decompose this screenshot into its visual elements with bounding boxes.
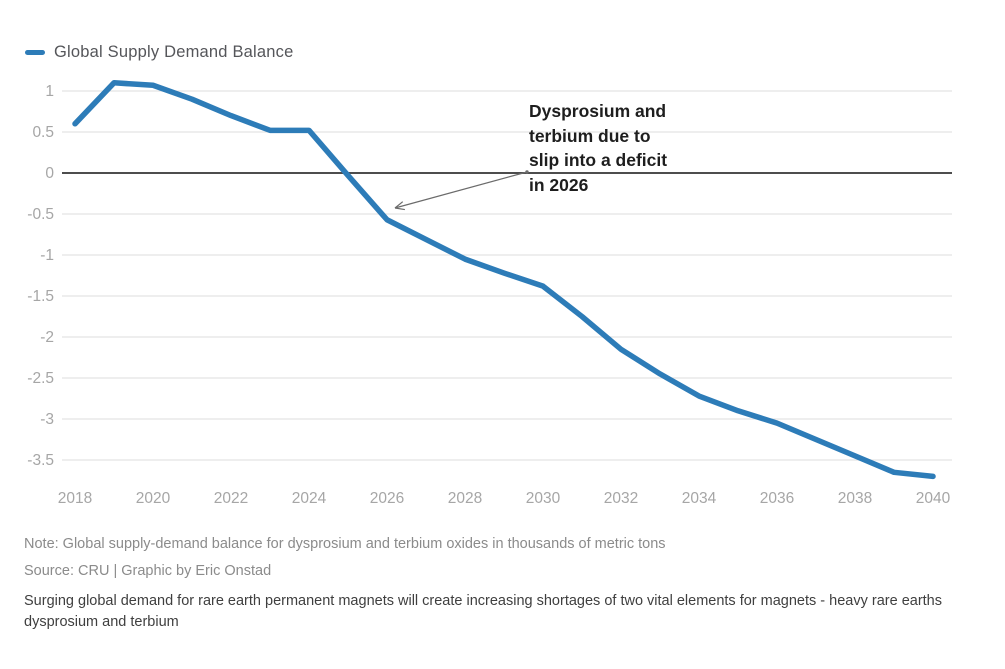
y-tick-label: -2 bbox=[40, 329, 54, 346]
chart-annotation: Dysprosium and terbium due to slip into … bbox=[529, 101, 668, 195]
chart-legend: Global Supply Demand Balance bbox=[25, 43, 294, 62]
x-tick-label: 2036 bbox=[760, 490, 794, 507]
legend-label: Global Supply Demand Balance bbox=[54, 43, 294, 61]
y-tick-label: 0 bbox=[45, 165, 54, 182]
x-tick-label: 2026 bbox=[370, 490, 404, 507]
y-tick-label: -1 bbox=[40, 247, 54, 264]
line-chart: 1 0.5 0 -0.5 -1 -1.5 -2 -2.5 -3 -3.5 2018 2020 2022 2… bbox=[27, 80, 952, 507]
x-tick-label: 2034 bbox=[682, 490, 717, 507]
chart-caption: Surging global demand for rare earth per… bbox=[24, 593, 942, 630]
x-tick-label: 2030 bbox=[526, 490, 561, 507]
x-tick-label: 2032 bbox=[604, 490, 638, 507]
x-tick-label: 2024 bbox=[292, 490, 327, 507]
legend-line-marker bbox=[25, 50, 45, 55]
y-tick-label: -0.5 bbox=[27, 206, 54, 223]
x-tick-label: 2040 bbox=[916, 490, 951, 507]
y-tick-label: -3.5 bbox=[27, 452, 54, 469]
x-tick-label: 2018 bbox=[58, 490, 92, 507]
supply-demand-line bbox=[72, 80, 936, 480]
chart-source: Source: CRU | Graphic by Eric Onstad bbox=[24, 563, 272, 579]
x-tick-label: 2038 bbox=[838, 490, 872, 507]
x-tick-label: 2028 bbox=[448, 490, 482, 507]
y-tick-label: -3 bbox=[40, 411, 54, 428]
x-tick-label: 2022 bbox=[214, 490, 248, 507]
y-tick-label: 0.5 bbox=[32, 124, 54, 141]
chart-note: Note: Global supply-demand balance for d… bbox=[24, 536, 666, 552]
y-tick-label: -2.5 bbox=[27, 370, 54, 387]
x-tick-label: 2020 bbox=[136, 490, 171, 507]
y-tick-label: 1 bbox=[45, 83, 54, 100]
y-tick-label: -1.5 bbox=[27, 288, 54, 305]
annotation-arrow bbox=[394, 171, 528, 209]
annotation-arrowhead bbox=[394, 201, 404, 209]
annotation-arrowhead bbox=[394, 207, 405, 211]
